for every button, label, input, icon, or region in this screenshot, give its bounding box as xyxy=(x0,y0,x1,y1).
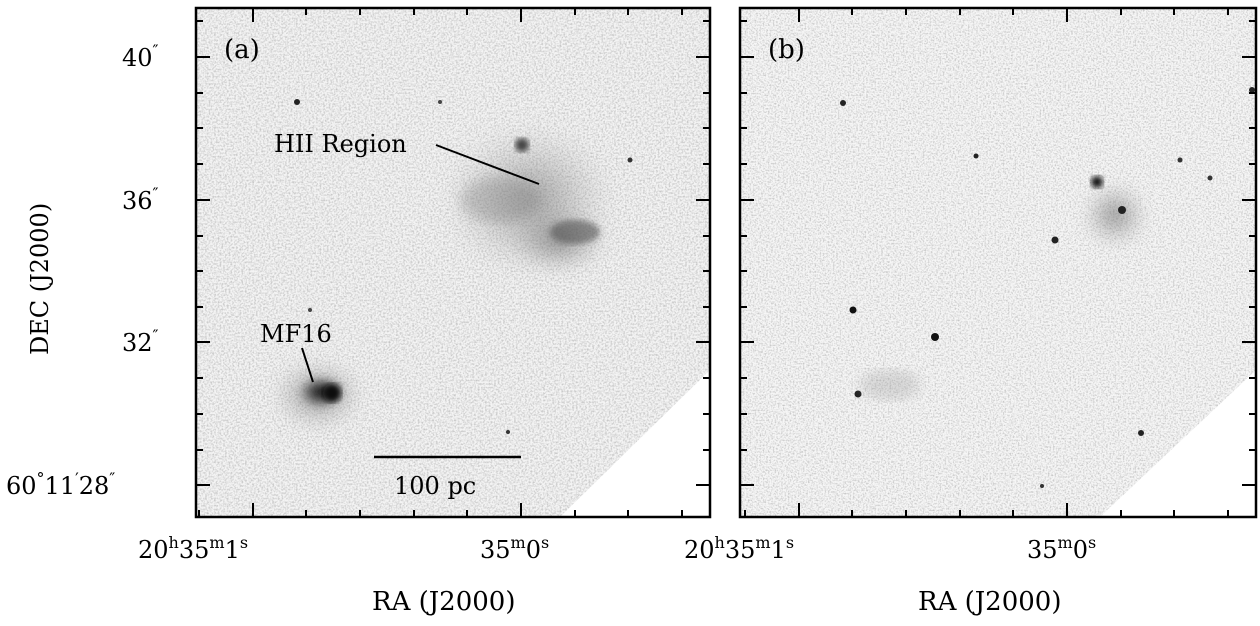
x-tick-labels: 20h35m1s 35m0s 20h35m1s 35m0s xyxy=(138,533,1096,564)
hii-pointer-line xyxy=(435,144,540,185)
mf16-label: MF16 xyxy=(260,320,332,348)
panel-b-frame xyxy=(738,6,1258,519)
panel-b-x-ticks xyxy=(744,8,1229,517)
x-axis-title-a: RA (J2000) xyxy=(372,587,516,617)
y-tick-label: 36″ xyxy=(122,184,159,215)
y-axis-title: DEC (J2000) xyxy=(26,203,54,355)
x-tick-label: 35m0s xyxy=(1027,533,1096,564)
y-tick-label: 60°11′28″ xyxy=(6,469,115,500)
panel-b-image xyxy=(740,8,1256,517)
panel-b-label: (b) xyxy=(768,35,805,65)
scale-bar-label: 100 pc xyxy=(394,472,476,500)
panel-a: (a) HII Region MF16 100 pc xyxy=(194,6,712,519)
panel-a-label: (a) xyxy=(224,35,260,65)
panel-a-x-ticks xyxy=(198,8,683,517)
x-tick-label: 20h35m1s xyxy=(684,533,794,564)
mf16-pointer-line xyxy=(301,347,314,383)
panel-b: (b) xyxy=(738,6,1258,519)
hii-region-label: HII Region xyxy=(274,130,407,158)
panel-a-frame xyxy=(194,6,712,519)
panel-a-image xyxy=(196,8,710,517)
x-tick-label: 20h35m1s xyxy=(138,533,248,564)
x-tick-label: 35m0s xyxy=(480,533,549,564)
y-tick-labels: 40″ 36″ 32″ 60°11′28″ xyxy=(6,41,159,500)
panel-a-y-ticks xyxy=(196,20,710,486)
x-axis-title-b: RA (J2000) xyxy=(918,587,1062,617)
panel-b-y-ticks xyxy=(740,20,1256,486)
y-tick-label: 32″ xyxy=(122,326,159,357)
y-tick-label: 40″ xyxy=(122,41,159,72)
